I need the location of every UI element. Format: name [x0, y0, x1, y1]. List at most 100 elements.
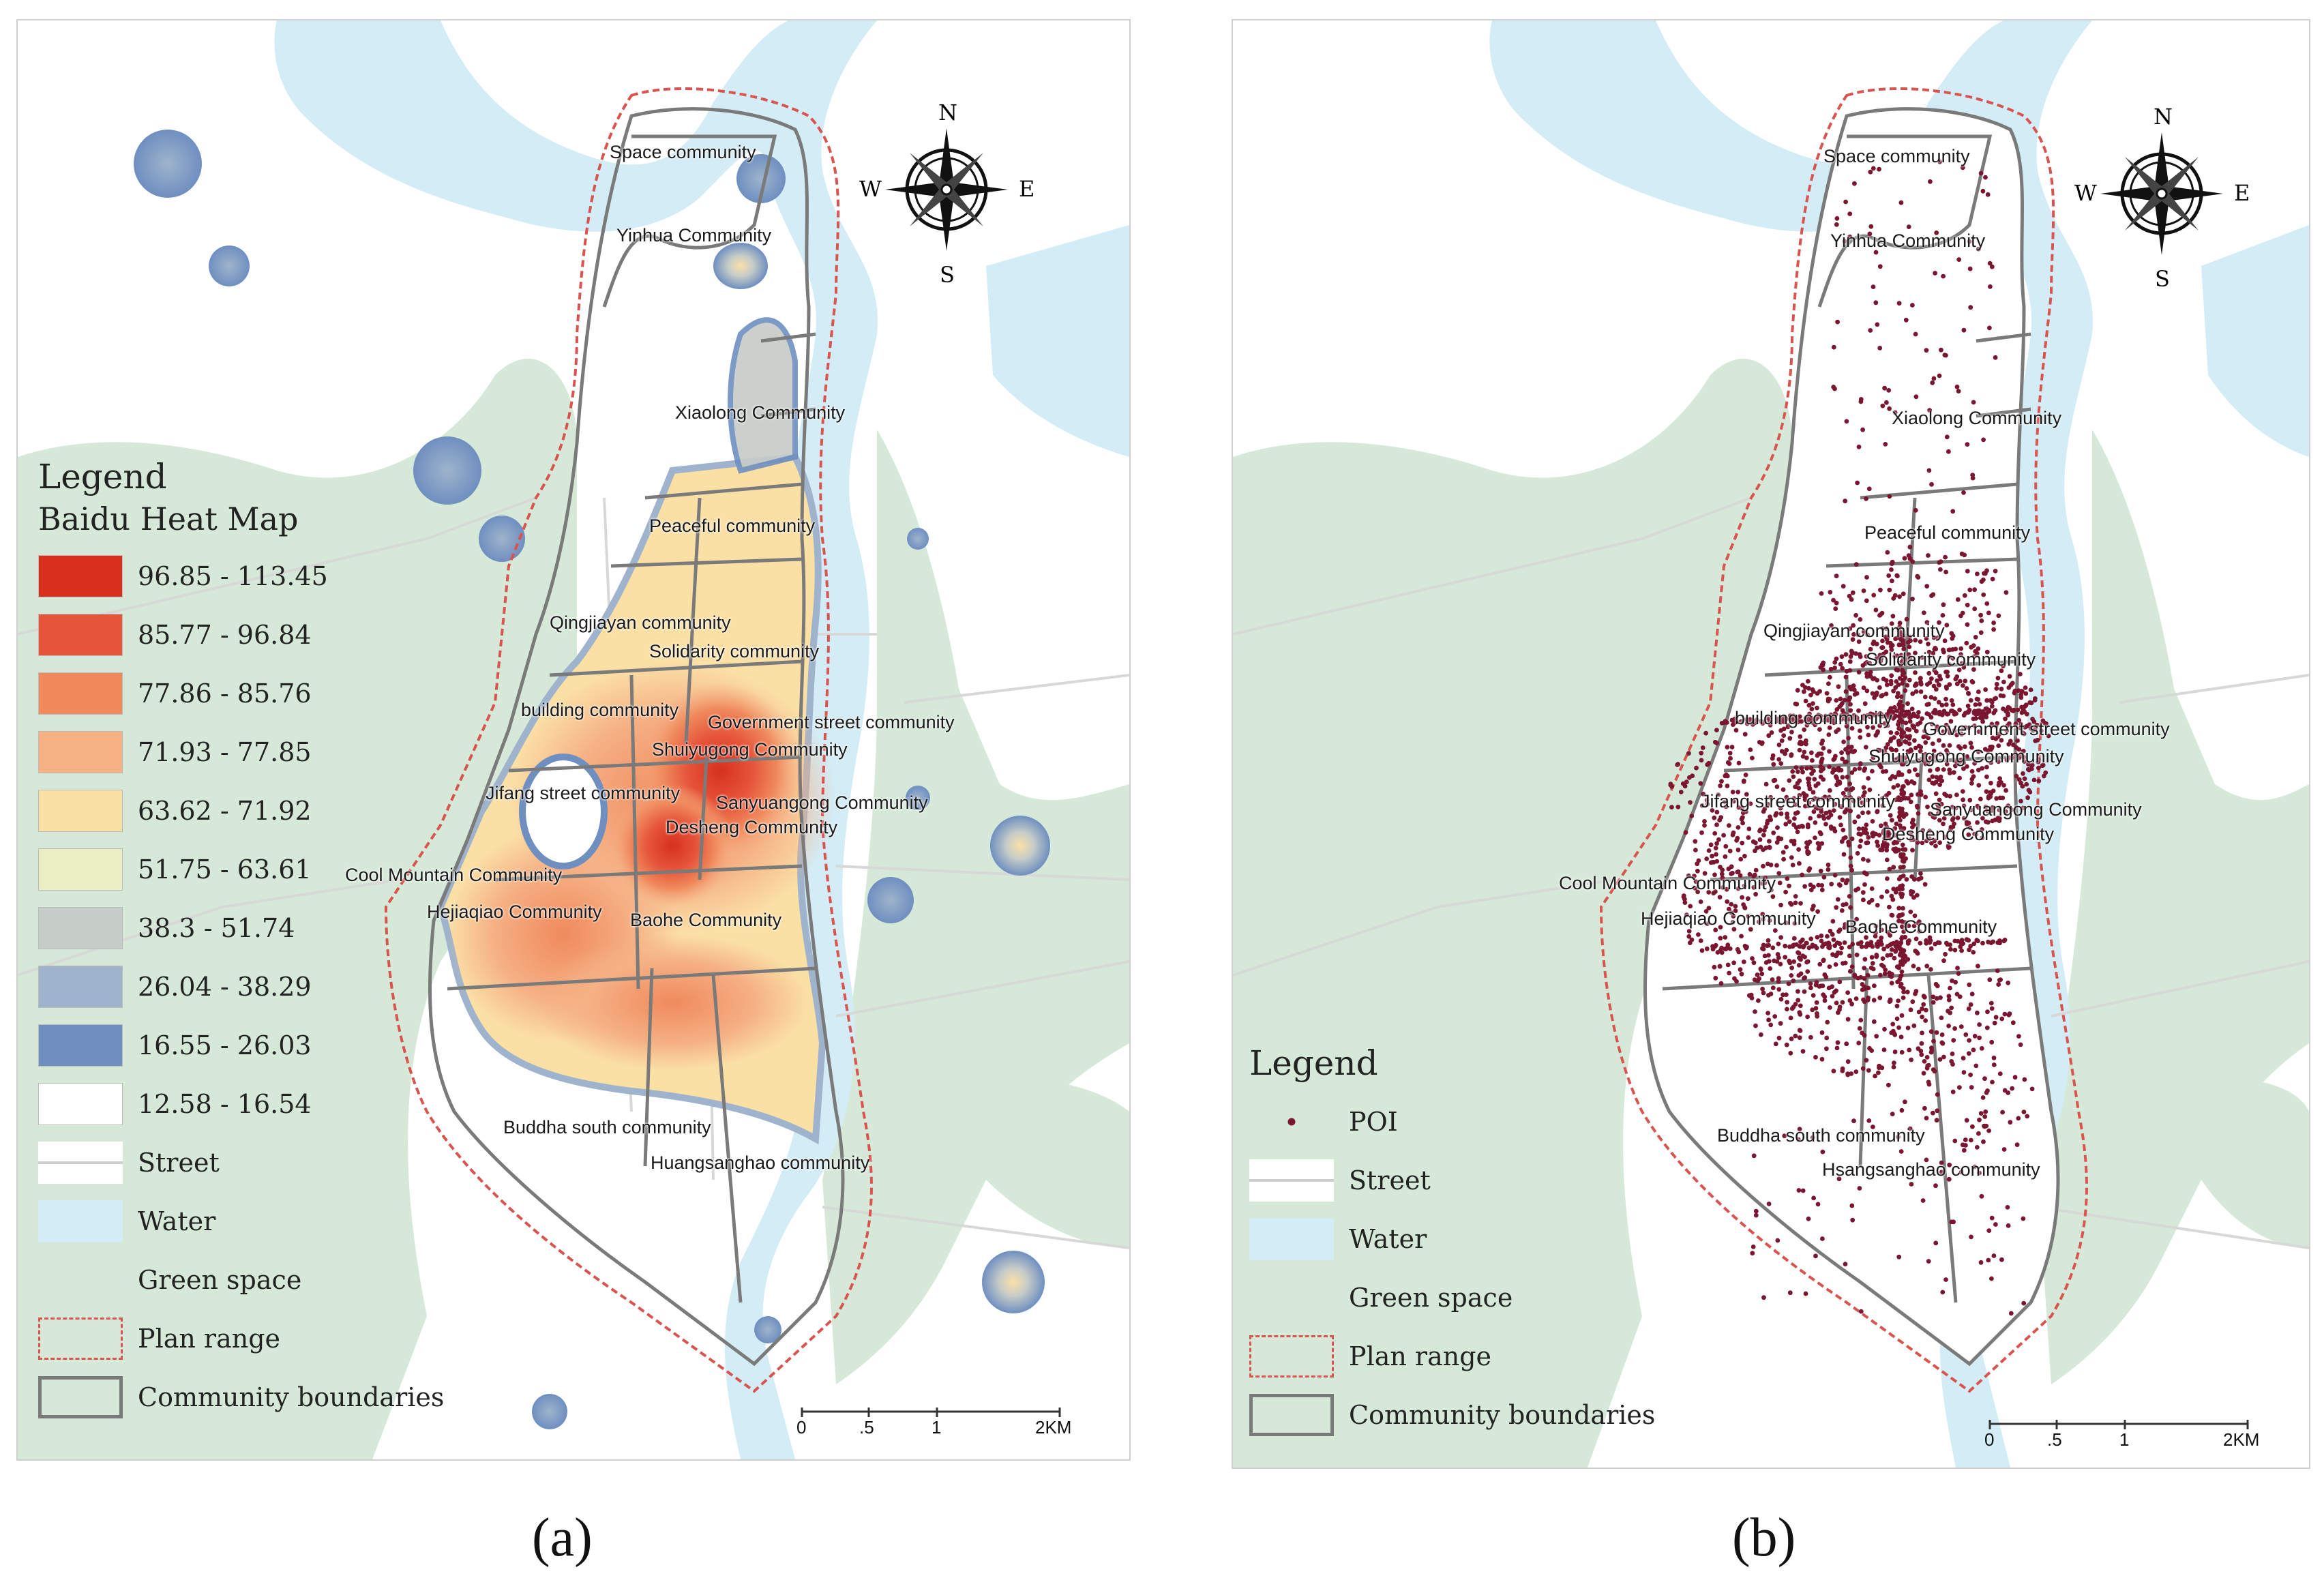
- poi-point: [1999, 668, 2004, 674]
- poi-point: [1753, 891, 1758, 897]
- poi-point: [1884, 889, 1890, 894]
- poi-point: [1972, 1034, 1978, 1039]
- poi-point: [1841, 584, 1846, 589]
- poi-point: [1868, 328, 1873, 333]
- poi-point: [1789, 902, 1794, 907]
- poi-point: [1770, 753, 1776, 758]
- poi-point: [2018, 721, 2023, 727]
- legend-row-plan: Plan range: [38, 1309, 444, 1368]
- poi-point: [1873, 923, 1879, 929]
- poi-point: [2025, 795, 2030, 801]
- poi-point: [1928, 967, 1933, 972]
- poi-point: [1883, 626, 1889, 631]
- poi-point: [1770, 985, 1776, 990]
- poi-point: [1965, 569, 1970, 574]
- legend-row-water: Water: [38, 1192, 444, 1251]
- poi-point: [1826, 732, 1832, 737]
- poi-point: [1830, 919, 1836, 924]
- poi-point: [1858, 654, 1863, 659]
- poi-point: [1730, 833, 1735, 837]
- poi-point: [1915, 772, 1920, 777]
- poi-point: [1900, 672, 1905, 677]
- poi-point: [1753, 1208, 1759, 1214]
- poi-point: [1866, 995, 1871, 1000]
- poi-point: [1924, 348, 1929, 353]
- poi-point: [1921, 1071, 1926, 1076]
- poi-point: [2012, 688, 2018, 694]
- legend-label: 71.93 - 77.85: [138, 737, 312, 767]
- poi-point: [1888, 730, 1894, 735]
- legend-row-green: Green space: [38, 1251, 444, 1309]
- community-label-buddha-south: Buddha south community: [503, 1117, 711, 1137]
- poi-point: [1982, 1114, 1988, 1119]
- poi-point: [1930, 380, 1935, 385]
- poi-point: [1859, 944, 1864, 949]
- poi-point: [1896, 837, 1902, 843]
- poi-point: [1971, 941, 1977, 947]
- poi-point: [1852, 766, 1858, 772]
- poi-point: [1812, 777, 1817, 781]
- compass-e-b: E: [2234, 180, 2250, 206]
- poi-point: [1965, 703, 1971, 709]
- poi-point: [1860, 826, 1866, 831]
- poi-point: [1775, 1238, 1781, 1243]
- poi-point: [1811, 1195, 1816, 1201]
- poi-point: [1746, 914, 1751, 919]
- poi-point: [1800, 872, 1804, 878]
- community-label-baohe: Baohe Community: [630, 910, 782, 930]
- poi-point: [1847, 696, 1852, 701]
- poi-point: [1769, 887, 1774, 893]
- poi-point: [1822, 794, 1828, 799]
- poi-point: [1693, 886, 1698, 891]
- poi-point: [1912, 767, 1918, 772]
- poi-point: [1936, 700, 1941, 705]
- poi-point: [1887, 867, 1892, 872]
- poi-point: [1699, 803, 1705, 808]
- poi-point: [2006, 704, 2011, 710]
- poi-point: [1801, 791, 1806, 796]
- poi-point: [1766, 801, 1770, 807]
- poi-point: [1725, 784, 1730, 788]
- poi-point: [1969, 1085, 1974, 1090]
- poi-point: [1984, 1025, 1990, 1030]
- poi-point: [1952, 1026, 1957, 1031]
- poi-point: [1899, 1013, 1905, 1018]
- poi-point: [1669, 784, 1675, 789]
- poi-point: [1896, 906, 1902, 911]
- poi-point: [1940, 613, 1946, 618]
- legend-row-heat-8: 16.55 - 26.03: [38, 1016, 444, 1075]
- poi-point: [1935, 635, 1941, 640]
- poi-point: [1801, 944, 1806, 950]
- poi-point: [1787, 883, 1791, 889]
- poi-point: [1877, 264, 1883, 269]
- poi-point: [1983, 804, 1988, 809]
- poi-point: [1953, 676, 1958, 682]
- poi-point: [1986, 1128, 1991, 1133]
- poi-point: [1910, 999, 1916, 1004]
- poi-point: [1767, 845, 1772, 850]
- poi-point: [1886, 790, 1892, 796]
- poi-point: [1913, 936, 1919, 942]
- poi-point: [1797, 793, 1802, 798]
- poi-point: [1941, 816, 1947, 821]
- poi-point: [1967, 266, 1973, 271]
- poi-point: [1819, 887, 1825, 893]
- poi-point: [1811, 993, 1816, 998]
- poi-point: [1847, 234, 1853, 239]
- community-label-solidarity: Solidarity community: [649, 641, 820, 661]
- poi-point: [1877, 1063, 1882, 1069]
- poi-point: [1989, 1215, 1995, 1221]
- poi-point: [1990, 1080, 1995, 1085]
- poi-point: [1862, 957, 1868, 962]
- poi-point: [1817, 962, 1823, 967]
- poi-point: [1923, 1018, 1928, 1023]
- poi-point: [1831, 757, 1836, 762]
- poi-point: [1835, 1040, 1841, 1045]
- poi-point: [1871, 284, 1876, 289]
- poi-point: [1695, 889, 1700, 895]
- poi-point: [1924, 1116, 1929, 1120]
- poi-point: [1991, 1253, 1997, 1258]
- legend-label: Plan range: [1349, 1341, 1492, 1371]
- poi-point: [1977, 1117, 1982, 1122]
- poi-point: [1738, 873, 1743, 878]
